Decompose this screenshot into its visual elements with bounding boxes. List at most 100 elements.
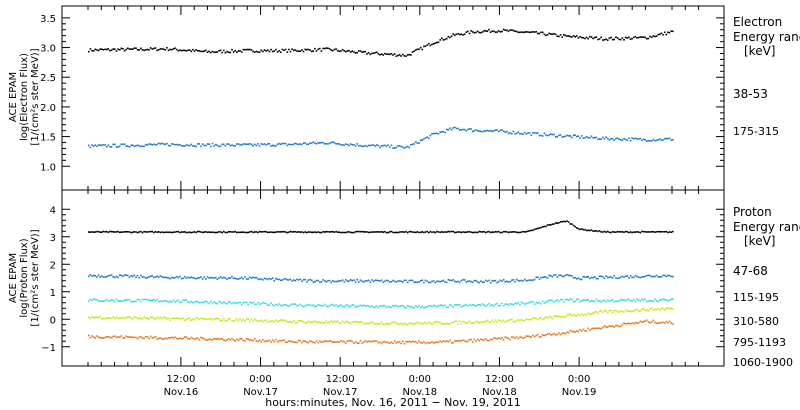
data-point xyxy=(554,315,557,317)
data-point xyxy=(444,304,446,306)
data-point xyxy=(595,36,598,38)
data-point xyxy=(374,51,376,54)
data-point xyxy=(437,305,440,307)
data-point xyxy=(655,322,658,324)
data-point xyxy=(201,301,204,304)
data-point xyxy=(131,336,134,339)
data-point xyxy=(164,276,167,279)
data-point xyxy=(504,281,506,283)
data-point xyxy=(91,144,93,146)
data-point xyxy=(452,321,454,324)
data-point xyxy=(120,335,123,337)
data-point xyxy=(257,320,259,323)
data-point xyxy=(533,335,536,338)
data-point xyxy=(118,300,121,302)
data-point xyxy=(302,231,305,234)
data-point xyxy=(447,306,450,309)
data-point xyxy=(319,321,321,324)
data-point xyxy=(670,322,672,324)
data-point xyxy=(127,316,129,319)
data-point xyxy=(528,132,531,134)
data-point xyxy=(92,298,95,300)
data-point xyxy=(390,53,393,55)
data-point xyxy=(602,231,604,233)
data-point xyxy=(348,231,350,233)
data-point xyxy=(600,275,602,278)
data-point xyxy=(519,231,521,234)
data-point xyxy=(566,331,568,334)
data-point xyxy=(637,231,640,233)
data-point xyxy=(312,281,315,283)
data-point xyxy=(504,336,506,338)
data-point xyxy=(354,145,357,147)
data-point xyxy=(102,49,105,51)
data-point xyxy=(424,45,427,47)
data-point xyxy=(180,49,183,52)
data-point xyxy=(633,276,635,279)
data-point xyxy=(273,305,275,307)
data-point xyxy=(603,309,606,312)
data-point xyxy=(164,337,167,340)
data-point xyxy=(551,133,554,136)
data-point xyxy=(576,330,578,332)
data-point xyxy=(431,305,433,308)
data-point xyxy=(239,338,241,340)
data-point xyxy=(367,51,370,54)
data-point xyxy=(639,320,642,323)
data-point xyxy=(341,340,344,343)
data-point xyxy=(572,35,575,37)
data-point xyxy=(642,36,645,38)
data-point xyxy=(406,305,409,307)
data-point xyxy=(211,277,214,279)
data-point xyxy=(112,48,114,50)
data-point xyxy=(447,340,450,343)
data-point xyxy=(445,340,448,342)
data-point xyxy=(109,146,111,148)
data-point xyxy=(545,225,547,228)
data-point xyxy=(349,51,352,53)
data-point xyxy=(200,317,202,320)
data-point xyxy=(416,48,419,51)
data-point xyxy=(501,302,503,305)
data-point xyxy=(455,231,458,234)
data-point xyxy=(175,317,178,319)
data-point xyxy=(151,275,153,277)
data-point xyxy=(171,143,173,145)
data-point xyxy=(454,34,456,37)
data-point xyxy=(564,316,567,318)
data-point xyxy=(497,130,500,133)
data-point xyxy=(239,318,241,320)
data-point xyxy=(467,321,469,324)
data-point xyxy=(208,338,210,340)
data-point xyxy=(537,333,539,336)
data-point xyxy=(428,305,430,307)
data-point xyxy=(341,144,344,146)
data-point xyxy=(304,231,306,233)
data-point xyxy=(672,139,674,141)
data-point xyxy=(646,274,648,277)
data-point xyxy=(657,230,659,233)
data-point xyxy=(250,143,253,146)
data-point xyxy=(520,279,523,282)
data-point xyxy=(374,323,376,325)
data-point xyxy=(468,128,471,130)
data-point xyxy=(558,315,560,317)
data-point xyxy=(319,340,321,342)
data-point xyxy=(543,302,546,304)
data-point xyxy=(489,130,492,132)
data-point xyxy=(444,231,446,233)
data-point xyxy=(574,36,576,38)
data-point xyxy=(273,279,275,282)
data-point xyxy=(592,327,594,330)
data-point xyxy=(541,318,544,321)
data-point xyxy=(574,134,576,136)
data-point xyxy=(663,137,666,140)
data-point xyxy=(201,337,204,339)
electron-legend-entry-1: 38-53 xyxy=(733,87,768,101)
data-point xyxy=(537,227,539,230)
data-point xyxy=(384,52,386,55)
data-point xyxy=(486,280,489,283)
data-point xyxy=(351,321,354,323)
data-point xyxy=(647,300,650,303)
data-point xyxy=(662,33,664,36)
